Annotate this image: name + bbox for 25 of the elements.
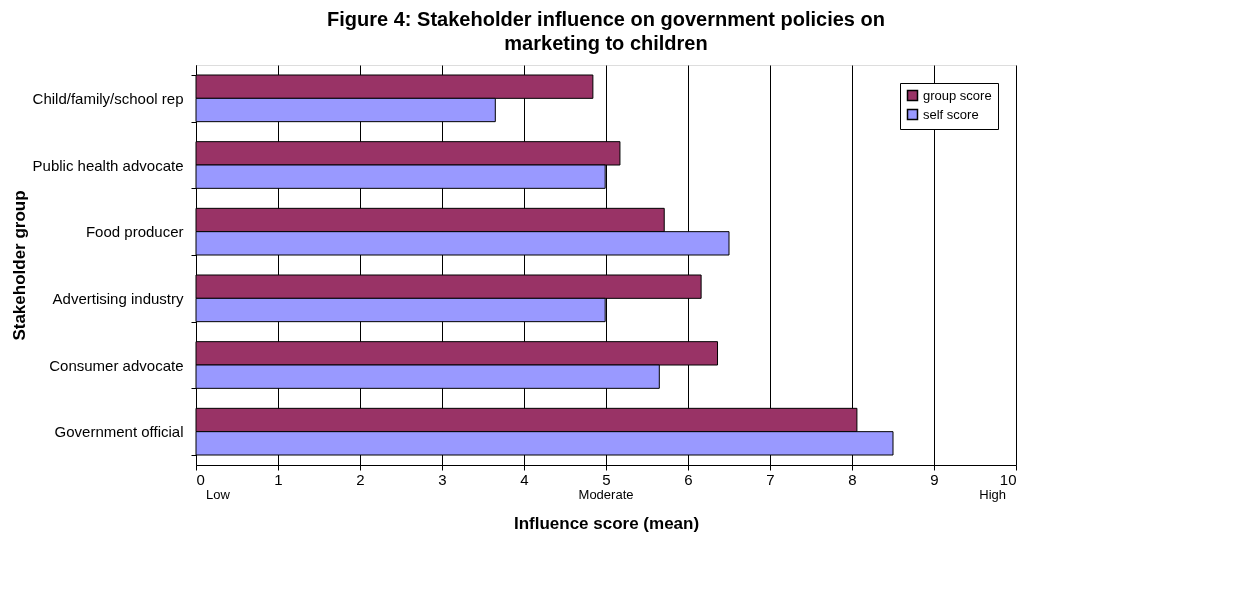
x-tick-label: 7 (766, 470, 775, 488)
y-tick-label: Food producer (85, 223, 184, 241)
y-tick-label: Consumer advocate (49, 356, 184, 374)
text: High (979, 487, 1006, 502)
legend-label: group score (923, 87, 992, 103)
legend-label: self score (923, 106, 979, 122)
x-tick-label: 10 (999, 470, 1017, 488)
x-tick-label: 3 (438, 470, 447, 488)
y-tick-label: Public health advocate (32, 156, 184, 174)
x-tick-label: 4 (520, 470, 529, 488)
text: Moderate (578, 487, 634, 502)
y-tick-label: Advertising industry (52, 289, 184, 307)
x-tick-label: 8 (848, 470, 857, 488)
x-tick-label: 9 (930, 470, 939, 488)
x-tick-label: 1 (274, 470, 283, 488)
x-tick-label: 5 (602, 470, 611, 488)
y-tick-label: Government official (54, 423, 184, 441)
x-tick-label: 0 (196, 470, 205, 488)
x-tick-label: 2 (356, 470, 365, 488)
y-tick-label: Child/family/school rep (32, 89, 184, 107)
x-axis-title: Influence score (mean) (513, 513, 700, 533)
x-tick-label: 6 (684, 470, 693, 488)
chart-title: Figure 4: Stakeholder influence on government policies on marketing to children (327, 8, 885, 54)
text: Low (206, 487, 231, 502)
y-axis-title: Stakeholder group (9, 190, 29, 341)
